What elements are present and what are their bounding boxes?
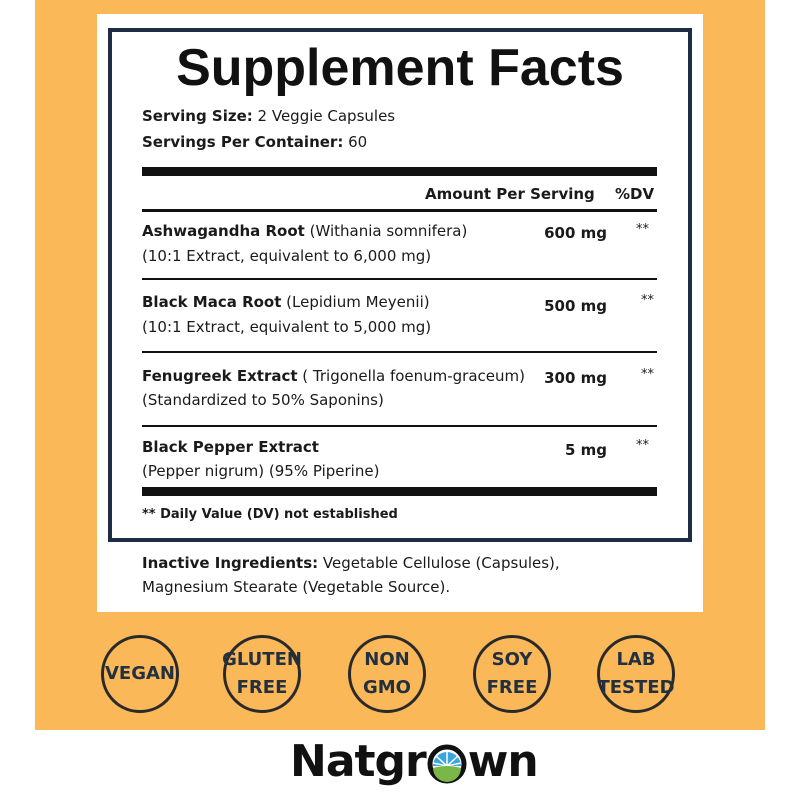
badge-soy-free: SOY FREE <box>473 635 551 713</box>
amount-header: Amount Per Serving <box>425 185 595 203</box>
divider <box>142 425 657 427</box>
divider-thick <box>142 487 657 496</box>
sun-leaf-icon <box>427 744 467 783</box>
inactive-ingredients: Inactive Ingredients: Vegetable Cellulos… <box>142 554 560 572</box>
footnote: ** Daily Value (DV) not established <box>142 507 398 522</box>
dv-header: %DV <box>615 185 655 203</box>
facts-box <box>108 28 692 542</box>
label-panel <box>97 14 703 612</box>
servings-per-container: Servings Per Container: 60 <box>142 133 368 151</box>
divider <box>142 351 657 353</box>
divider <box>142 278 657 280</box>
serving-size: Serving Size: 2 Veggie Capsules <box>142 107 396 125</box>
inactive-ingredients-line2: Magnesium Stearate (Vegetable Source). <box>142 578 451 596</box>
divider <box>142 209 657 212</box>
badge-non-gmo: NON GMO <box>348 635 426 713</box>
brand-logo: Natgr wn <box>290 736 539 787</box>
divider-thick <box>142 167 657 176</box>
badge-gluten-free: GLUTEN FREE <box>222 635 302 713</box>
badge-lab-tested: LAB TESTED <box>597 635 675 713</box>
badge-vegan: VEGAN <box>101 635 179 713</box>
page-title: Supplement Facts <box>176 39 624 97</box>
